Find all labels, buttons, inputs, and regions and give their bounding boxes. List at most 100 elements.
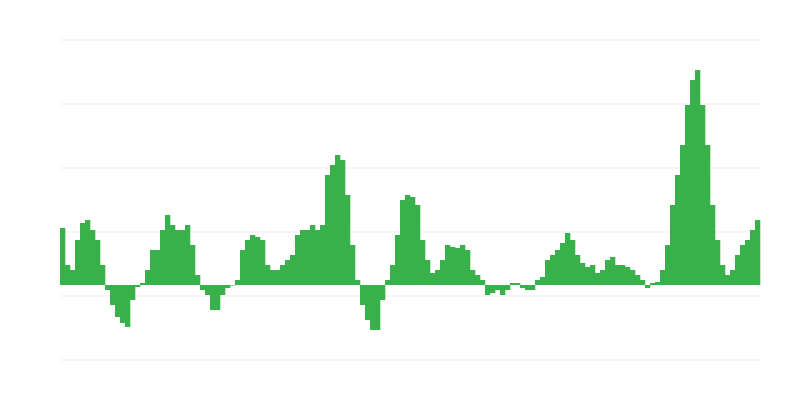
bar — [370, 285, 376, 330]
bar — [195, 275, 201, 285]
bar — [735, 255, 741, 285]
bar — [335, 155, 341, 285]
bar — [350, 245, 356, 285]
bar — [490, 285, 496, 293]
bar — [620, 265, 626, 285]
bar — [305, 230, 311, 285]
bar — [635, 275, 641, 285]
bar — [220, 285, 226, 295]
bar — [715, 240, 721, 285]
bar — [265, 265, 271, 285]
bar — [530, 285, 536, 290]
bar — [755, 220, 761, 285]
bar — [320, 225, 326, 285]
bar — [250, 235, 256, 285]
bar — [465, 250, 471, 285]
bar — [445, 245, 451, 285]
bar — [300, 230, 306, 285]
bar — [455, 248, 461, 285]
bar — [475, 275, 481, 285]
bar — [550, 255, 556, 285]
bar — [750, 230, 756, 285]
bar — [165, 215, 171, 285]
bar — [170, 225, 176, 285]
bar — [260, 240, 266, 285]
bar — [695, 70, 701, 285]
bar — [725, 275, 731, 285]
bar — [520, 285, 526, 288]
bar — [600, 270, 606, 285]
bar — [470, 270, 476, 285]
bar — [705, 145, 711, 285]
bar — [400, 200, 406, 285]
bar — [505, 285, 511, 290]
bar — [485, 285, 491, 295]
bar — [330, 165, 336, 285]
bar — [360, 285, 366, 305]
bar — [500, 285, 506, 295]
bar — [580, 263, 586, 285]
bar — [420, 240, 426, 285]
bar — [435, 270, 441, 285]
bar — [570, 240, 576, 285]
bar — [180, 230, 186, 285]
bar — [605, 260, 611, 285]
bar — [200, 285, 206, 290]
bar — [85, 220, 91, 285]
bar — [150, 250, 156, 285]
bar — [650, 283, 656, 285]
bar — [210, 285, 216, 310]
bar — [230, 285, 236, 286]
bar — [390, 265, 396, 285]
bar — [215, 285, 221, 310]
bar — [280, 265, 286, 285]
bar — [65, 265, 71, 285]
bar — [175, 230, 181, 285]
bar — [625, 267, 631, 285]
bar — [510, 283, 516, 285]
bar — [60, 228, 66, 285]
bar — [590, 265, 596, 285]
bar — [665, 245, 671, 285]
bar — [155, 250, 161, 285]
bar — [450, 247, 456, 285]
bar — [660, 270, 666, 285]
bar — [645, 285, 651, 288]
bar — [345, 195, 351, 285]
bar — [315, 230, 321, 285]
bar — [535, 280, 541, 285]
bar — [425, 260, 431, 285]
bar — [685, 105, 691, 285]
bar — [430, 273, 436, 285]
bar — [145, 270, 151, 285]
bar — [515, 283, 521, 285]
bar — [700, 105, 706, 285]
bar — [255, 237, 261, 285]
bar — [720, 265, 726, 285]
bar — [395, 235, 401, 285]
bar — [480, 280, 486, 285]
bar — [745, 240, 751, 285]
bar — [585, 267, 591, 285]
bar — [375, 285, 381, 330]
bar — [525, 285, 531, 290]
bar — [730, 270, 736, 285]
bar — [290, 255, 296, 285]
bar — [75, 240, 81, 285]
bar — [245, 240, 251, 285]
bar — [540, 277, 546, 285]
bar — [225, 285, 231, 288]
bar — [270, 270, 276, 285]
bar — [630, 270, 636, 285]
bar — [365, 285, 371, 320]
bar — [100, 265, 106, 285]
bar — [275, 270, 281, 285]
bar — [655, 282, 661, 285]
bar — [120, 285, 126, 323]
bar — [440, 260, 446, 285]
bar — [710, 205, 716, 285]
bar — [80, 223, 86, 285]
bar — [110, 285, 116, 305]
bar — [235, 280, 241, 285]
